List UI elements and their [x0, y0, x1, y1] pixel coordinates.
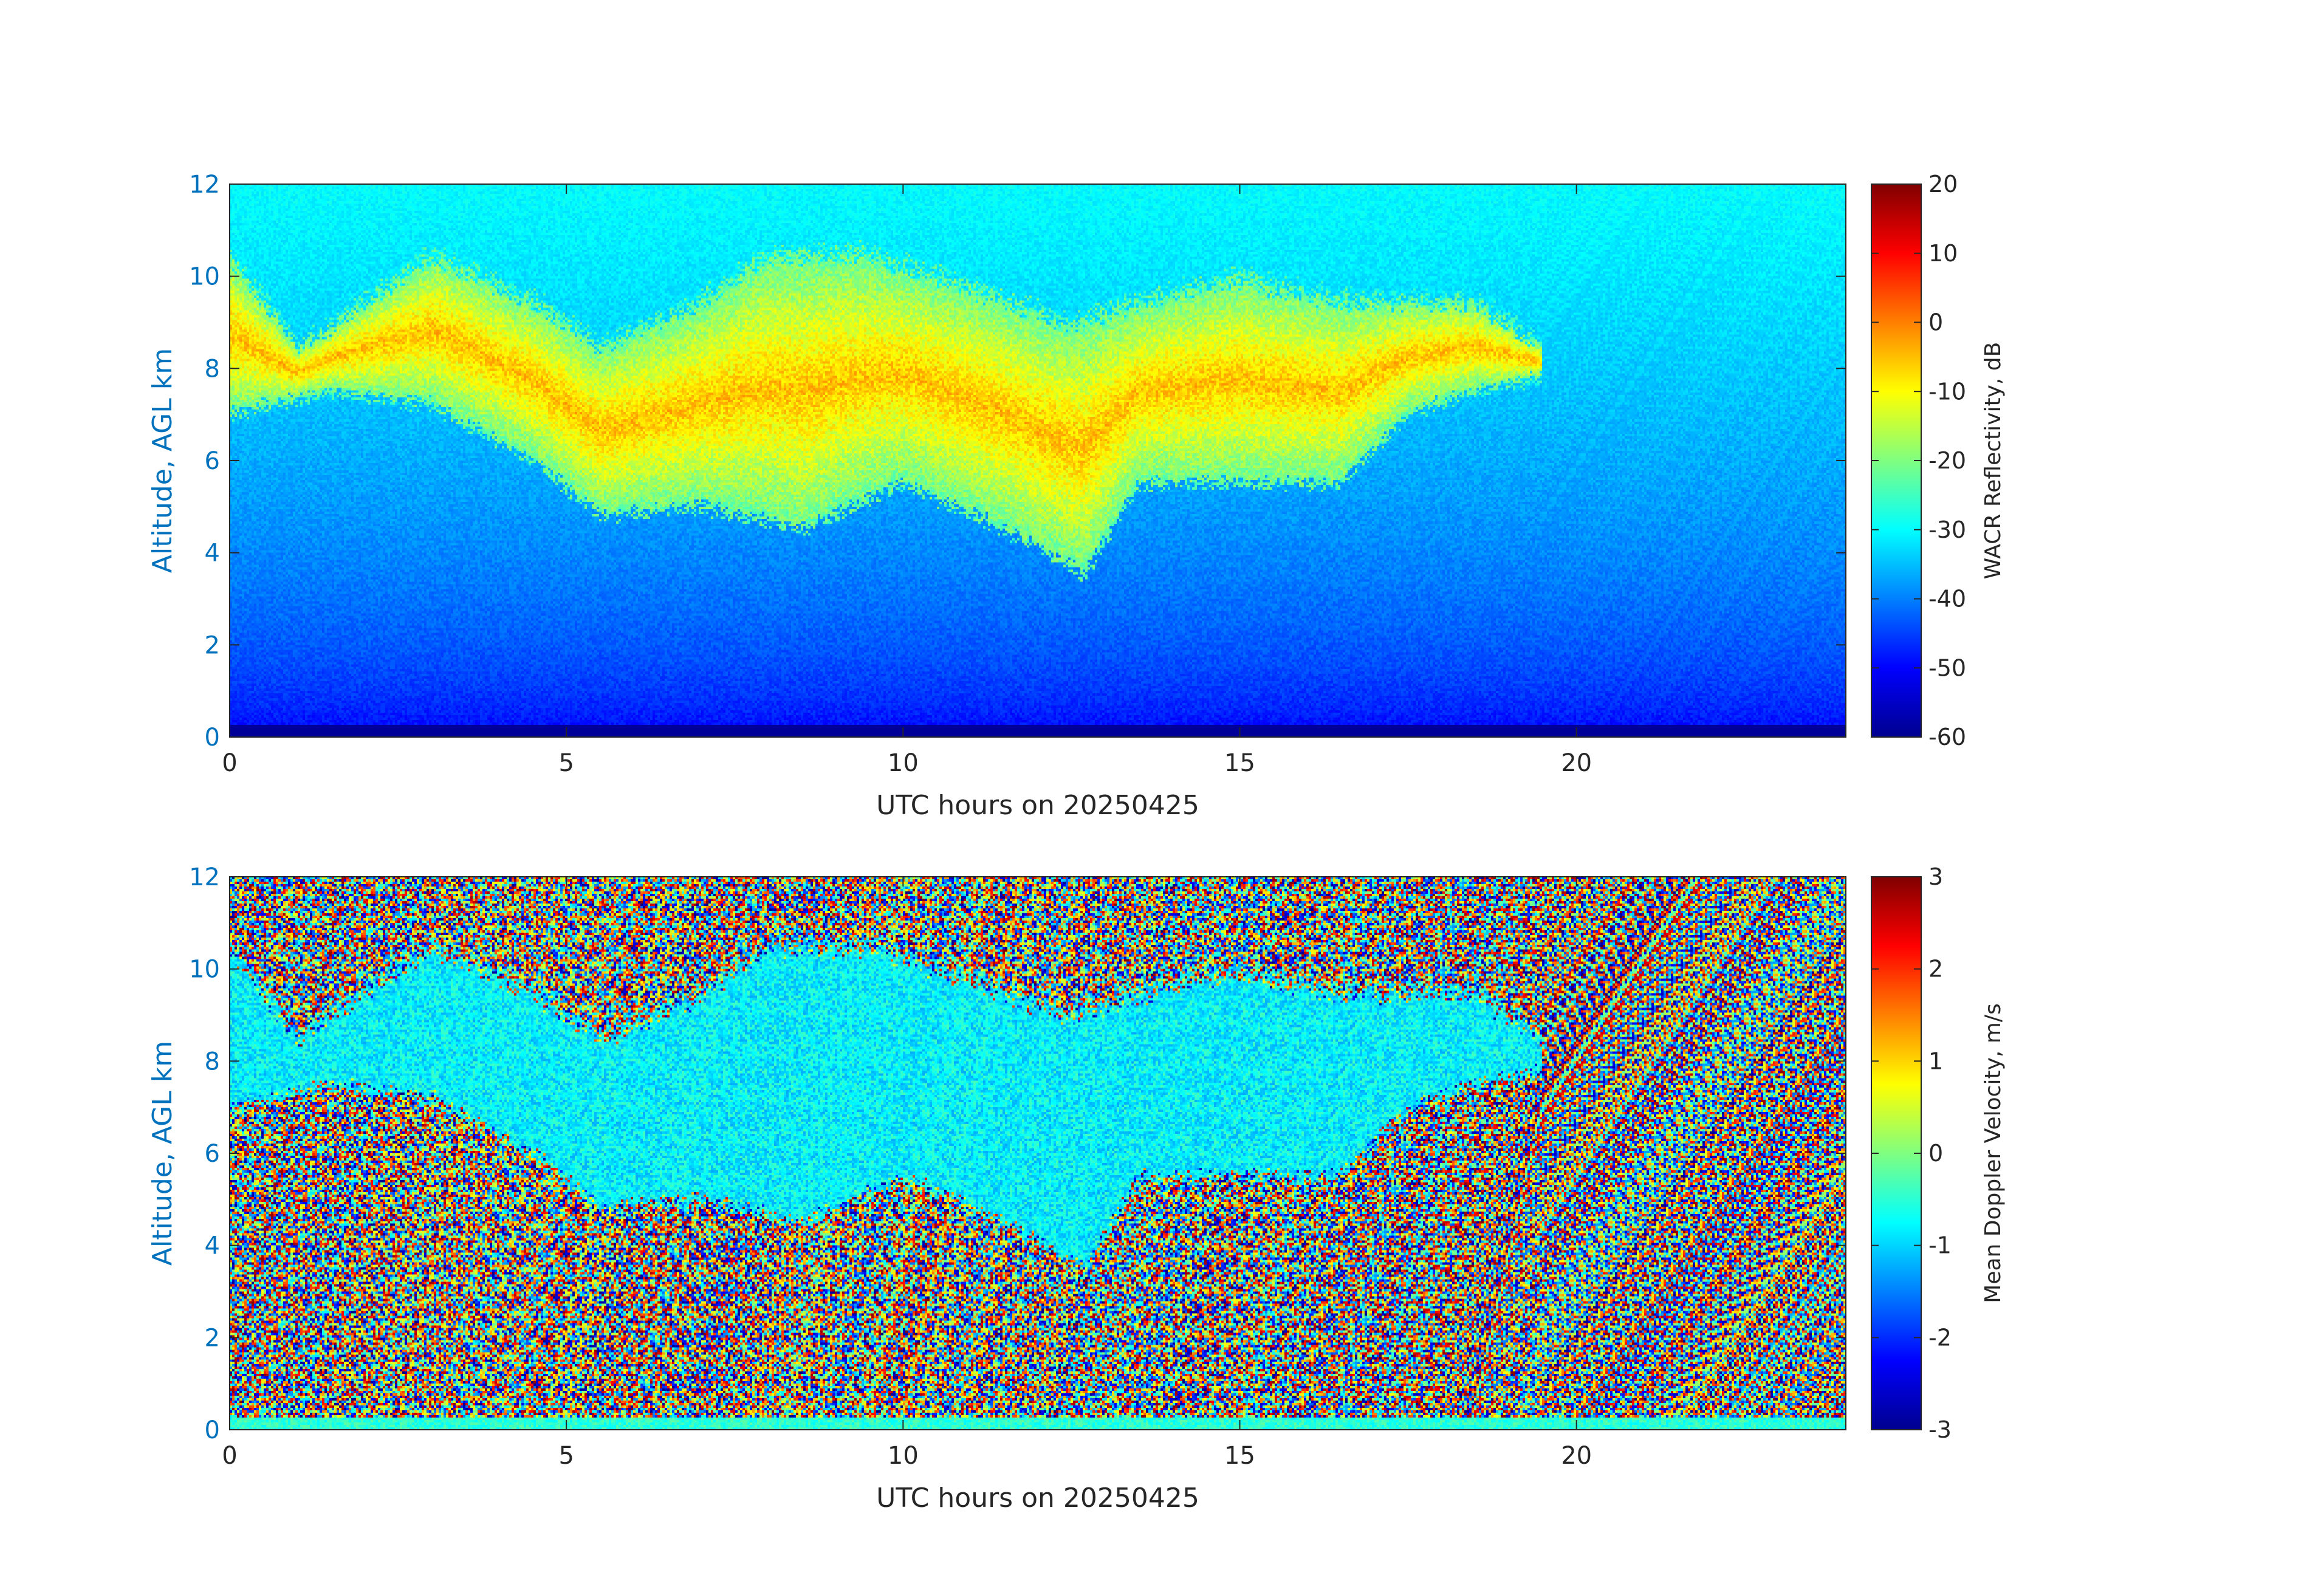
velocity-x-ticks: 0 5 10 15 20: [222, 877, 1592, 1470]
x-tick-label: 15: [1224, 749, 1255, 777]
y-tick-label: 0: [205, 1416, 220, 1444]
x-tick-label: 5: [558, 1442, 574, 1470]
y-tick-label: 10: [189, 263, 220, 291]
colorbar-tick-label: 0: [1928, 309, 1943, 336]
y-tick-label: 2: [205, 631, 220, 659]
colorbar-tick-label: -3: [1928, 1416, 1952, 1443]
y-tick-label: 4: [205, 540, 220, 568]
reflectivity-colorbar: [1871, 184, 1921, 737]
colorbar-tick-label: 0: [1928, 1140, 1943, 1167]
x-tick-label: 20: [1561, 1442, 1592, 1470]
reflectivity-x-ticks: 0 5 10 15 20: [222, 184, 1592, 777]
y-tick-label: 0: [205, 724, 220, 752]
colorbar-tick-label: -2: [1928, 1324, 1952, 1351]
colorbar-tick-label: 20: [1928, 171, 1958, 197]
colorbar-tick-label: -10: [1928, 378, 1966, 405]
y-tick-label: 10: [189, 956, 220, 984]
reflectivity-y-ticks: 0 2 4 6 8 10 12: [189, 171, 1846, 752]
reflectivity-plot-area: [230, 184, 1846, 737]
velocity-colorbar: [1871, 877, 1921, 1430]
colorbar-tick-label: -50: [1928, 654, 1966, 681]
y-tick-label: 8: [205, 1048, 220, 1075]
x-tick-label: 0: [222, 749, 237, 777]
x-tick-label: 10: [888, 1442, 919, 1470]
x-tick-label: 5: [558, 749, 574, 777]
colorbar-tick-label: -40: [1928, 586, 1966, 612]
y-tick-label: 2: [205, 1324, 220, 1352]
colorbar-tick-label: 1: [1928, 1048, 1943, 1074]
velocity-y-axis-label: Altitude, AGL km: [147, 1041, 178, 1266]
velocity-heatmap: [230, 877, 1846, 1430]
reflectivity-x-axis-label: UTC hours on 20250425: [876, 790, 1199, 821]
colorbar-tick-label: -1: [1928, 1232, 1952, 1259]
velocity-colorbar-ticks: -3 -2 -1 0 1 2 3: [1871, 863, 1952, 1443]
y-tick-label: 12: [189, 171, 220, 199]
x-tick-label: 10: [888, 749, 919, 777]
y-tick-label: 12: [189, 863, 220, 891]
colorbar-tick-label: 3: [1928, 863, 1943, 890]
reflectivity-heatmap: [230, 184, 1846, 737]
velocity-x-axis-label: UTC hours on 20250425: [876, 1483, 1199, 1514]
x-tick-label: 15: [1224, 1442, 1255, 1470]
velocity-colorbar-label: Mean Doppler Velocity, m/s: [1981, 1003, 2006, 1303]
y-tick-label: 4: [205, 1232, 220, 1260]
x-tick-label: 20: [1561, 749, 1592, 777]
colorbar-tick-label: 10: [1928, 240, 1958, 267]
colorbar-tick-label: -30: [1928, 516, 1966, 543]
velocity-plot-area: [230, 877, 1846, 1430]
colorbar-tick-label: -60: [1928, 724, 1966, 750]
velocity-y-ticks: 0 2 4 6 8 10 12: [189, 863, 1846, 1444]
y-tick-label: 8: [205, 355, 220, 383]
colorbar-tick-label: 2: [1928, 956, 1943, 983]
reflectivity-colorbar-label: WACR Reflectivity, dB: [1981, 342, 2006, 580]
x-tick-label: 0: [222, 1442, 237, 1470]
colorbar-tick-label: -20: [1928, 447, 1966, 474]
y-tick-label: 6: [205, 447, 220, 475]
reflectivity-colorbar-ticks: -60 -50 -40 -30 -20 -10 0 10 20: [1871, 171, 1966, 750]
reflectivity-y-axis-label: Altitude, AGL km: [147, 348, 178, 573]
y-tick-label: 6: [205, 1140, 220, 1168]
reflectivity-panel: 0 5 10 15 20 0 2 4 6 8 10 12 UTC hours on 20250425…: [147, 171, 2006, 821]
